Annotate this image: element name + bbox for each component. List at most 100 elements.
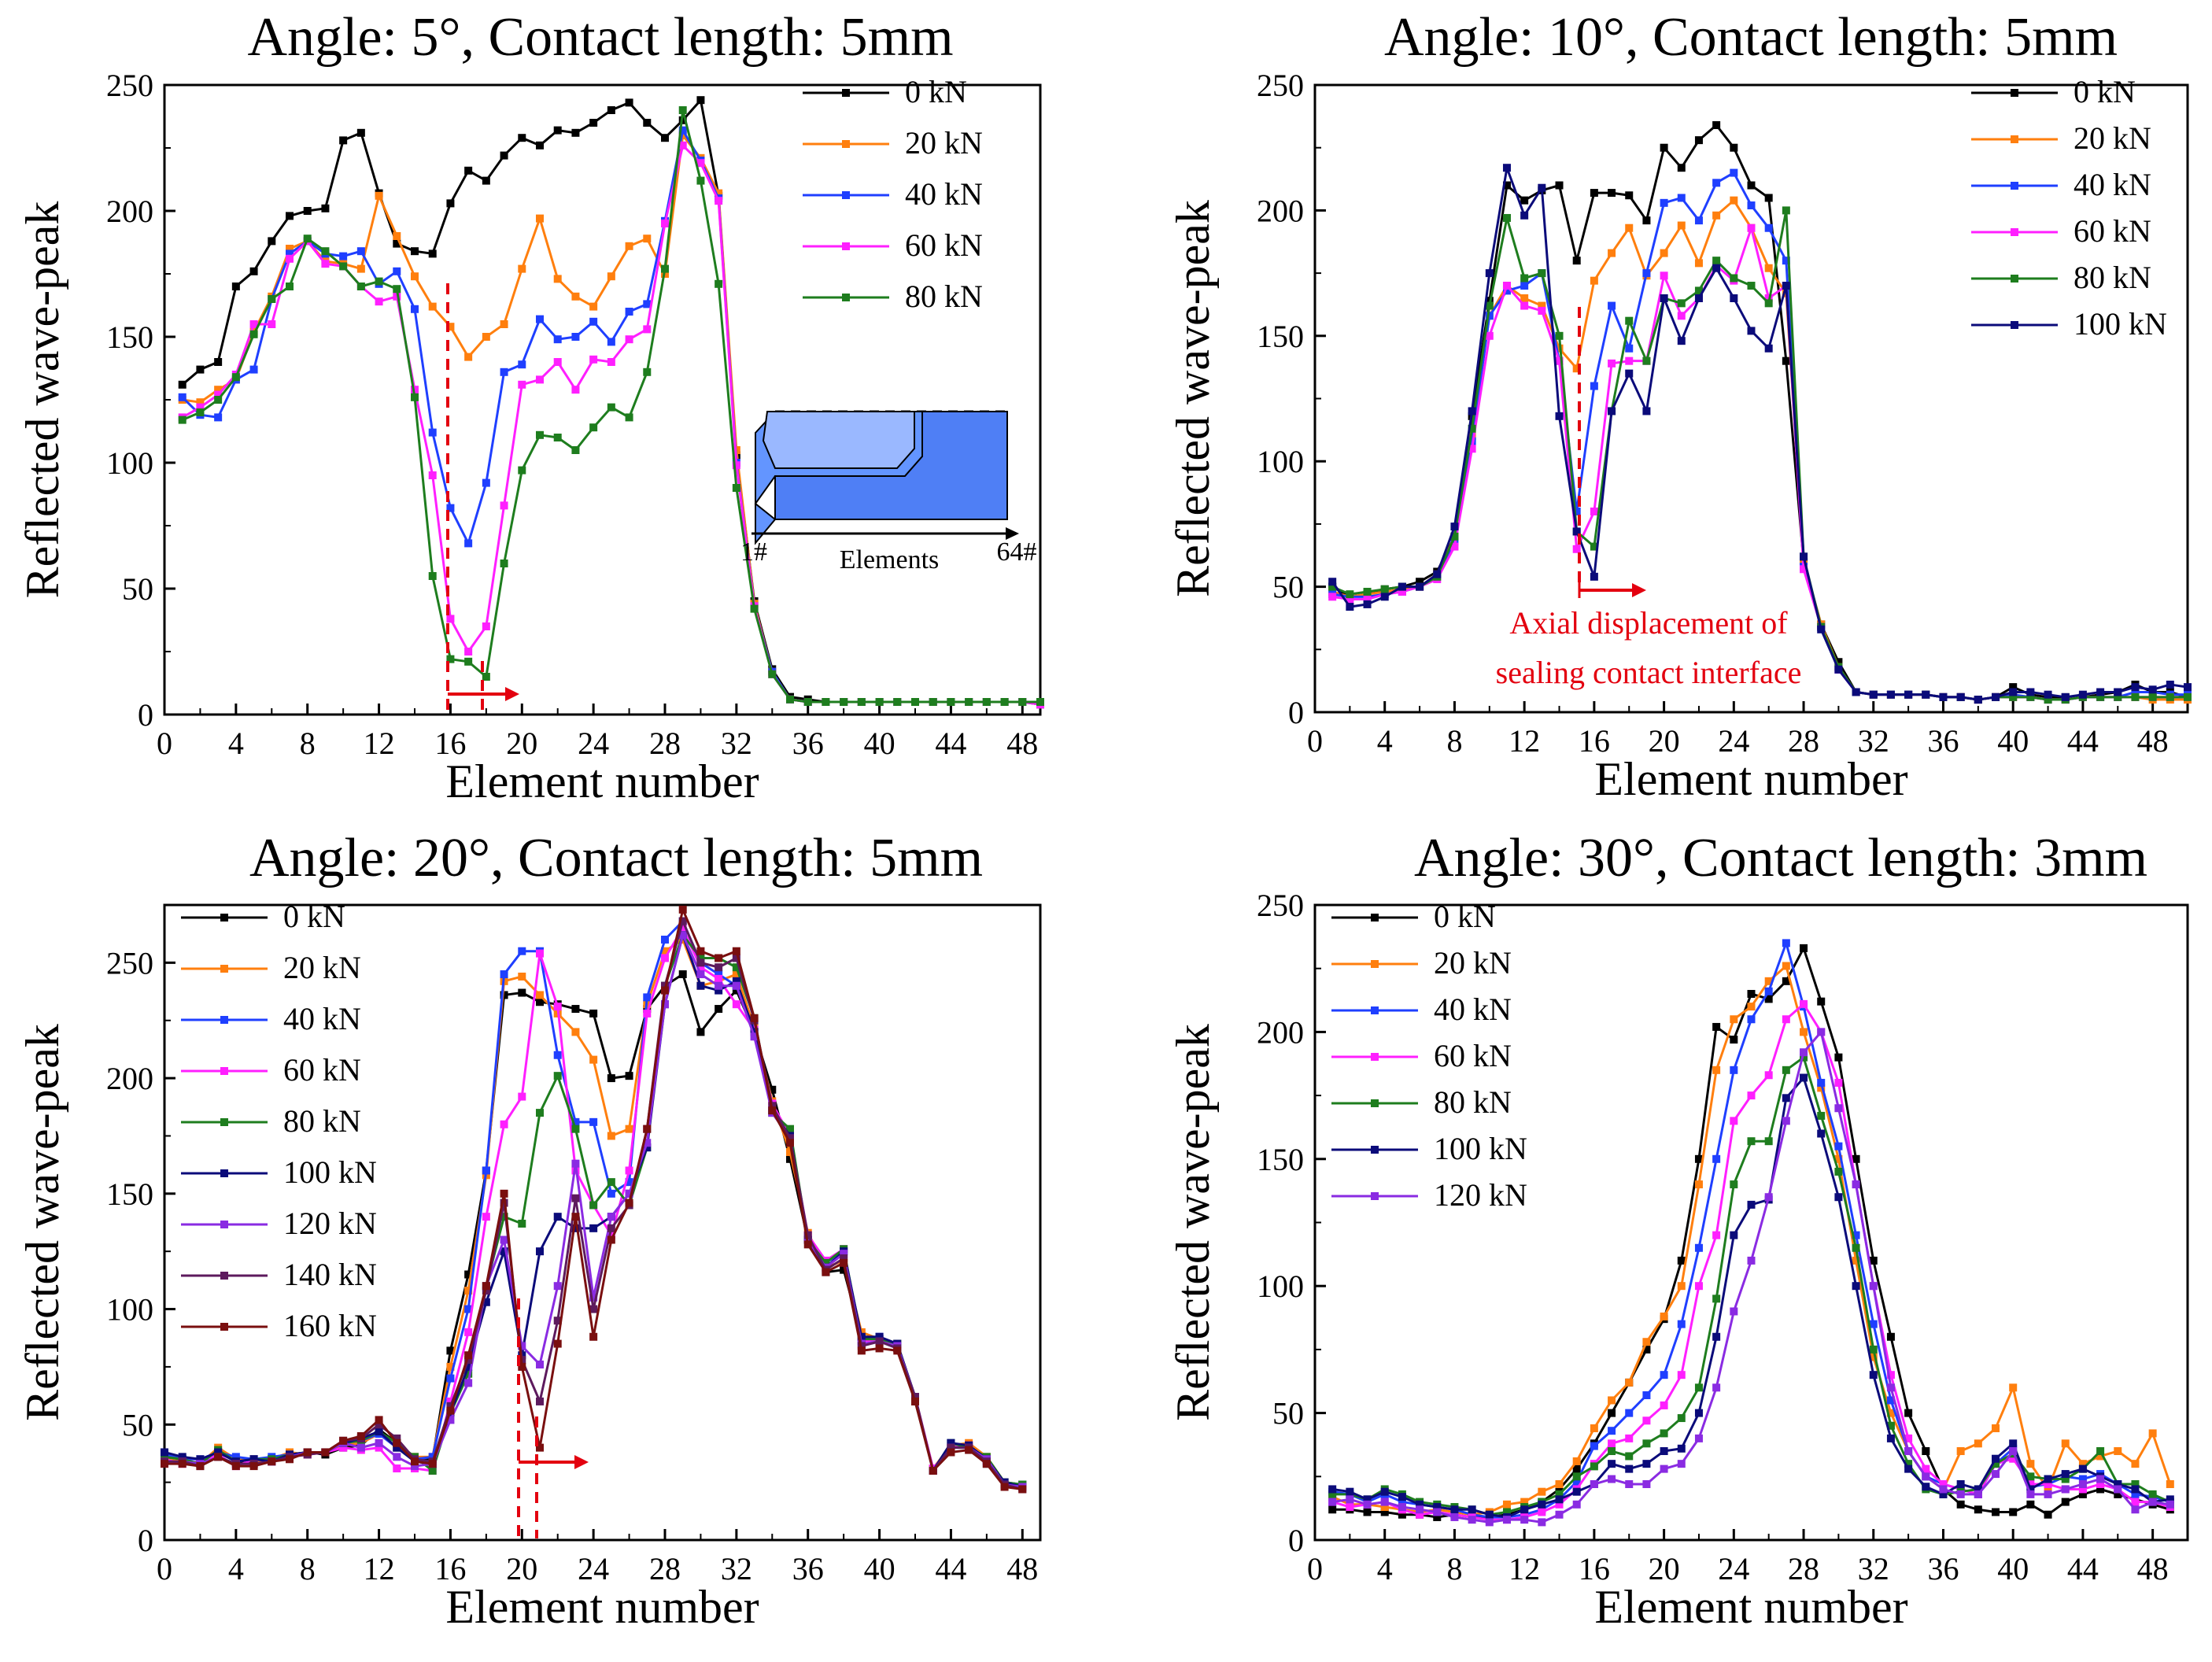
data-point: [1485, 269, 1494, 278]
data-point: [1608, 301, 1616, 310]
data-point: [321, 247, 330, 256]
data-point: [500, 501, 508, 510]
x-tick-label: 32: [1858, 1551, 1889, 1586]
data-point: [268, 1457, 276, 1466]
data-point: [1869, 1256, 1878, 1265]
data-point: [1730, 274, 1738, 283]
data-point: [393, 292, 401, 301]
annotation-line-2: sealing contact interface: [1496, 655, 1802, 690]
data-point: [196, 365, 205, 374]
data-point: [1782, 977, 1790, 985]
data-point: [464, 1351, 473, 1360]
x-tick-label: 28: [649, 726, 681, 761]
x-tick-label: 40: [1997, 1551, 2029, 1586]
data-point: [1660, 1464, 1668, 1473]
data-point: [1642, 1338, 1651, 1346]
data-point: [464, 657, 473, 666]
x-axis-label: Element number: [445, 755, 759, 807]
y-tick-label: 150: [1257, 1142, 1304, 1177]
x-tick-label: 36: [792, 1551, 824, 1586]
data-point: [732, 947, 740, 955]
data-point: [1590, 1424, 1598, 1432]
data-point: [1608, 249, 1616, 257]
data-point: [1886, 1371, 1895, 1379]
data-point: [1555, 1495, 1564, 1504]
data-point: [1782, 206, 1790, 215]
data-point: [678, 924, 687, 933]
data-point: [678, 917, 687, 925]
data-point: [1468, 1516, 1476, 1524]
data-point: [1450, 523, 1459, 531]
data-point: [1817, 1084, 1826, 1092]
data-point: [571, 1194, 580, 1202]
data-point: [356, 128, 365, 137]
data-point: [1764, 1071, 1773, 1080]
data-point: [1694, 1282, 1703, 1291]
data-point: [500, 1120, 508, 1128]
data-point: [625, 308, 633, 316]
data-point: [875, 1332, 884, 1341]
data-point: [1922, 1472, 1930, 1481]
legend-marker: [842, 294, 850, 301]
data-point: [553, 1072, 562, 1080]
data-point: [750, 1032, 759, 1041]
data-point: [589, 355, 598, 364]
data-point: [1939, 1485, 1948, 1494]
data-point: [2009, 683, 2018, 692]
data-point: [947, 698, 955, 706]
data-point: [393, 285, 401, 294]
data-point: [1782, 1117, 1790, 1125]
data-point: [715, 1005, 723, 1014]
data-point: [2061, 1439, 2070, 1448]
data-point: [1398, 1498, 1406, 1506]
data-point: [589, 423, 598, 432]
data-point: [1800, 1053, 1808, 1062]
data-point: [1817, 1078, 1826, 1087]
data-point: [1782, 282, 1790, 290]
x-axis-label: Element number: [1594, 753, 1907, 805]
y-tick-label: 0: [138, 1523, 153, 1558]
data-point: [1502, 1500, 1511, 1509]
y-tick-label: 50: [122, 571, 153, 607]
data-point: [696, 947, 705, 955]
data-point: [536, 1397, 544, 1405]
legend-marker: [2011, 182, 2018, 190]
data-point: [428, 1453, 437, 1461]
data-point: [1520, 1516, 1529, 1524]
data-point: [1520, 274, 1529, 283]
data-point: [643, 300, 652, 308]
data-point: [446, 1406, 455, 1415]
chart-title: Angle: 5°, Contact length: 5mm: [247, 7, 953, 68]
data-point: [249, 365, 258, 374]
data-point: [1747, 201, 1756, 210]
data-point: [1782, 962, 1790, 970]
data-point: [356, 264, 365, 273]
data-point: [1939, 1479, 1948, 1488]
x-tick-label: 4: [228, 726, 244, 761]
data-point: [1538, 1518, 1546, 1527]
data-point: [1730, 1036, 1738, 1044]
data-point: [1712, 211, 1721, 220]
data-point: [500, 991, 508, 999]
data-point: [1834, 658, 1843, 667]
x-tick-label: 36: [1927, 723, 1959, 759]
data-point: [2131, 692, 2140, 701]
x-axis-label: Element number: [445, 1581, 759, 1633]
data-point: [428, 428, 437, 437]
data-point: [643, 993, 652, 1002]
data-point: [715, 974, 723, 983]
data-point: [589, 317, 598, 326]
data-point: [1555, 1490, 1564, 1498]
data-point: [411, 386, 419, 394]
data-point: [2061, 692, 2070, 701]
data-point: [1555, 1510, 1564, 1519]
data-point: [518, 947, 526, 955]
data-point: [500, 1235, 508, 1244]
data-point: [768, 1106, 777, 1115]
data-point: [1590, 1479, 1598, 1488]
data-point: [1416, 1505, 1424, 1514]
data-point: [2078, 1464, 2087, 1473]
data-point: [303, 1448, 312, 1457]
data-point: [1922, 690, 1930, 699]
data-point: [1817, 1111, 1826, 1120]
